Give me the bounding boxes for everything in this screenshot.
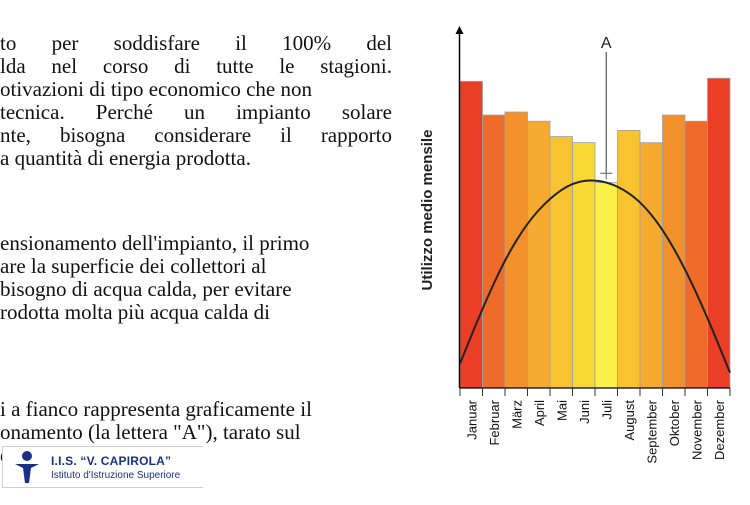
y-axis-arrow [455,26,464,34]
text-word: rapporto [320,123,392,147]
text-word: soddisfare [113,31,200,55]
x-tick-label: Juni [577,400,592,424]
school-logo: I.I.S. “V. CAPIROLA” Istituto d'Istruzio… [2,446,203,488]
bar-juni [572,142,596,389]
logo-title: I.I.S. “V. CAPIROLA” [51,453,172,468]
text-line: rodotta molta più acqua calda di [0,300,270,324]
paragraph-2: ensionamento dell'impianto, il primo are … [0,232,309,324]
text-word: il [235,31,247,55]
usage-chart: A Utilizzo medio mensile Januar Februar März… [410,20,750,500]
text-word: del [366,31,392,55]
bar-märz [504,111,528,389]
marker-a-label: A [601,35,612,52]
text-line: i a fianco rappresenta graficamente il [0,397,312,421]
text-line: a quantità di energia prodotta. [0,146,251,170]
x-tick-label: Oktober [667,399,682,446]
text-word: le [279,54,295,78]
x-tick-label: Juli [599,400,614,420]
paragraph-3: i a fianco rappresenta graficamente il on… [0,398,312,467]
x-tick-label: Januar [464,399,479,439]
x-tick-label: September [644,399,659,463]
bar-januar [459,80,483,389]
bar-dezember [707,77,731,389]
bar-november [684,120,708,389]
text-word: il [280,123,292,147]
text-word: to [0,31,17,55]
x-tick-label: Februar [487,399,502,445]
x-tick-label: Dezember [712,399,727,460]
text-line: to per soddisfare il 100% del [0,32,392,55]
text-line: ensionamento dell'impianto, il primo [0,231,310,255]
usage-chart-svg: A Utilizzo medio mensile Januar Februar März… [419,26,731,464]
text-line: are la superficie dei collettori al [0,254,267,278]
text-line: bisogno di acqua calda, per evitare [0,277,292,301]
paragraph-1: to per soddisfare il 100% del lda nel corso di tut… [0,32,392,170]
x-tick-label: August [622,400,637,441]
bar-juli [594,182,618,389]
bar-mai [549,136,573,389]
text-word: 100% [282,31,332,55]
x-tick-label: April [532,400,547,426]
bar-august [617,130,641,389]
x-tick-label: November [689,399,704,460]
text-word: solare [341,100,392,124]
y-axis-label: Utilizzo medio mensile [419,130,436,291]
text-word: tecnica. [0,100,65,124]
bar-oktober [662,114,686,389]
text-word: bisogna [59,123,126,147]
text-word: corso [102,54,149,78]
text-line: nte, bisogna considerare il rapporto [0,124,392,147]
text-word: Perché [95,100,153,124]
production-curve [459,179,731,374]
text-word: per [51,31,79,55]
text-word: lda [0,54,26,78]
text-line: onamento (la lettera "A"), tarato sul [0,420,301,444]
bar-april [527,120,551,389]
x-tick-label: März [509,400,524,429]
text-word: stagioni. [320,54,392,78]
bar-september [639,142,663,389]
bar-februar [482,114,506,389]
text-word: nte, [0,123,31,147]
logo-subtitle: Istituto d'Istruzione Superiore [51,469,181,481]
text-word: impianto [236,100,311,124]
text-word: di [174,54,191,78]
text-line: lda nel corso di tutte le stagioni. [0,55,392,78]
text-word: tutte [216,54,254,78]
x-tick-label: Mai [554,400,569,421]
text-line: otivazioni di tipo economico che non [0,77,313,101]
text-line: tecnica. Perché un impianto solare [0,101,392,124]
school-emblem-icon [15,451,39,483]
text-word: un [184,100,205,124]
text-word: considerare [154,123,252,147]
text-word: nel [51,54,78,78]
